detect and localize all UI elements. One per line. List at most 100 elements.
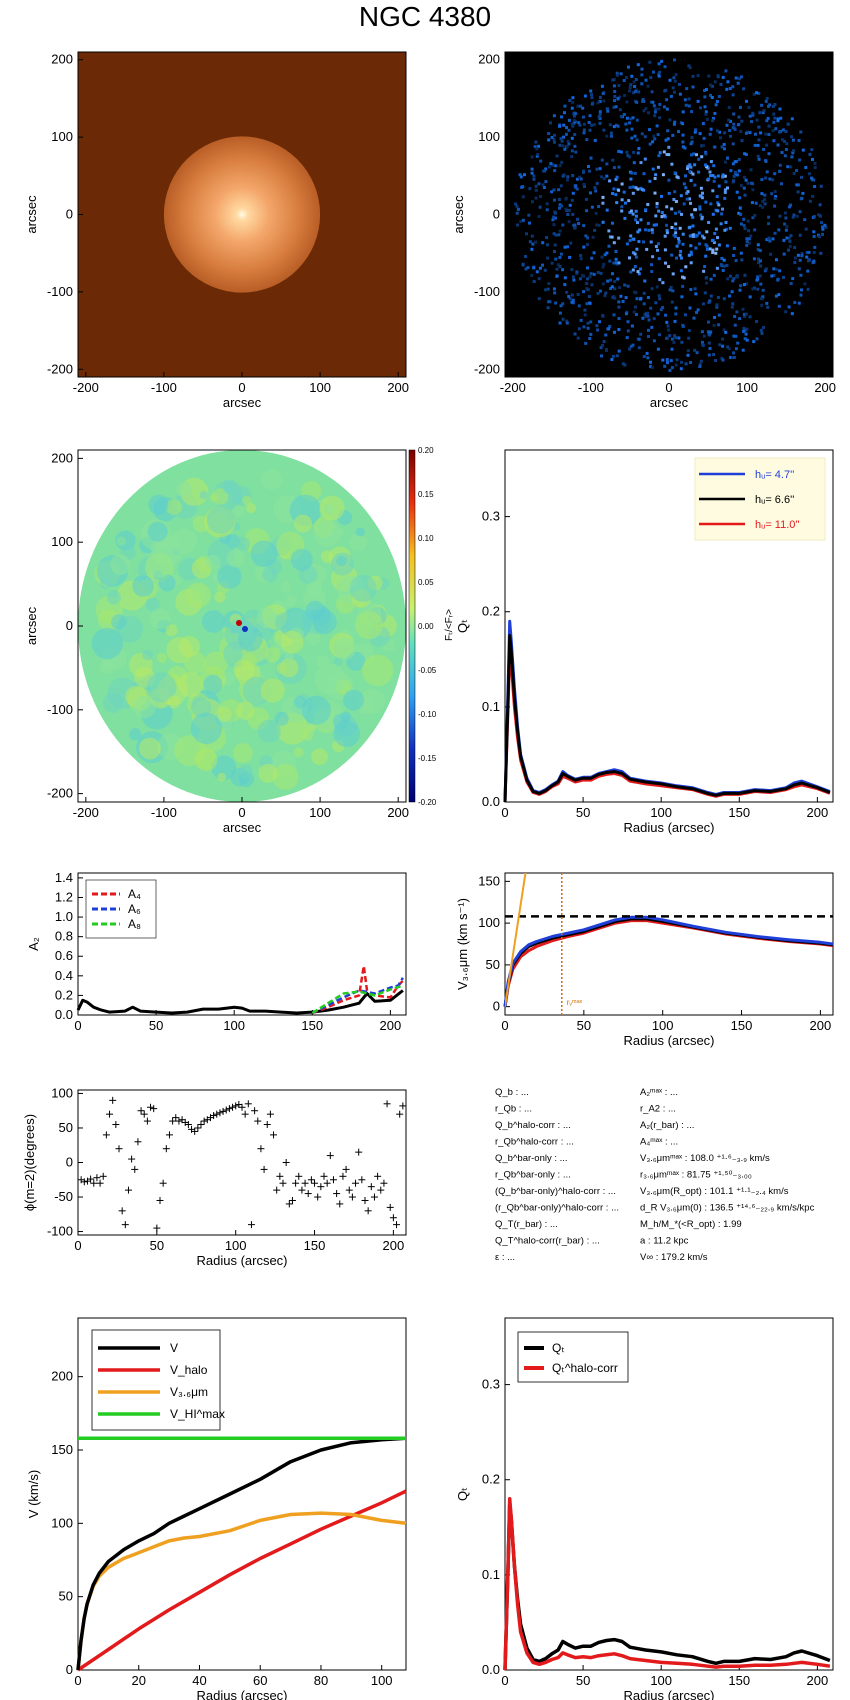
speckle [584,234,588,238]
speckle [593,186,597,190]
speckle [673,58,676,62]
mottle [274,612,294,632]
speckle [550,135,554,139]
speckle [608,123,612,127]
speckle [732,254,735,257]
y-tick-label: 100 [51,534,73,549]
mottle [170,528,197,555]
speckle [582,131,586,135]
speckle [619,150,623,154]
speckle [776,119,780,123]
speckle [562,123,566,127]
speckle [616,97,620,101]
speckle [709,294,713,298]
speckle [542,186,546,189]
mottle [314,520,341,548]
mottle [166,499,182,515]
speckle [688,306,692,310]
phase-point [348,1193,356,1201]
speckle [720,256,724,260]
speckle [736,123,740,127]
param-right-item: r_A2 : ... [640,1104,676,1115]
speckle [778,214,782,218]
speckle [738,288,742,292]
phase-point [99,1172,107,1180]
speckle [525,232,528,236]
mottle [239,764,253,779]
speckle [704,152,708,156]
speckle [563,104,567,108]
speckle [674,231,678,235]
mottle [294,514,312,533]
phase-point [339,1172,347,1180]
speckle [567,208,571,212]
speckle [633,252,637,256]
speckle [704,254,708,258]
mottle [145,597,160,612]
speckle [577,222,581,225]
speckle [674,306,678,310]
speckle [758,204,762,208]
speckle [751,182,754,186]
phase-point [118,1207,126,1215]
speckle [698,205,702,209]
speckle [679,367,683,371]
speckle [519,220,523,223]
speckle [643,279,647,283]
speckle [623,94,627,97]
speckle [698,194,702,198]
speckle [719,263,723,267]
phase-point [115,1145,123,1153]
speckle [549,162,553,165]
rmax-annotation: rᵥᵐᵃˣ [567,998,583,1007]
speckle [778,107,782,111]
phase-point [266,1110,274,1118]
speckle [541,241,545,245]
mottle [262,566,279,583]
speckle [523,173,526,177]
phase-point [399,1102,407,1110]
speckle [689,201,692,205]
speckle [760,331,764,335]
speckle [799,273,803,277]
speckle [691,85,695,89]
speckle [778,130,782,134]
mottle [217,772,226,782]
speckle [699,186,703,190]
speckle [752,92,756,96]
speckle [574,112,578,116]
speckle [530,167,534,171]
speckle [646,356,650,360]
speckle [674,73,678,77]
speckle [739,130,743,133]
speckle [696,74,700,77]
mottle [280,630,304,654]
speckle [547,132,551,135]
speckle [739,212,743,216]
speckle [663,248,667,252]
speckle [537,277,541,281]
speckle [597,115,601,119]
y-tick-label: 100 [478,915,500,930]
speckle [658,116,662,120]
velocity-series-line [76,1436,407,1671]
speckle [592,251,596,255]
speckle [743,273,747,277]
speckle [712,241,716,244]
speckle [796,253,800,257]
speckle [631,185,635,189]
param-right-item: a : 11.2 kpc [640,1236,689,1247]
speckle [575,270,579,274]
speckle [636,63,640,67]
speckle [531,200,534,204]
speckle [601,343,604,347]
speckle [656,248,659,252]
speckle [790,155,794,159]
speckle [555,154,559,158]
speckle [682,202,686,206]
speckle [823,223,827,227]
speckle [602,128,606,132]
speckle [573,144,577,148]
speckle [524,267,528,271]
x-tick-label: 0 [501,1673,508,1688]
